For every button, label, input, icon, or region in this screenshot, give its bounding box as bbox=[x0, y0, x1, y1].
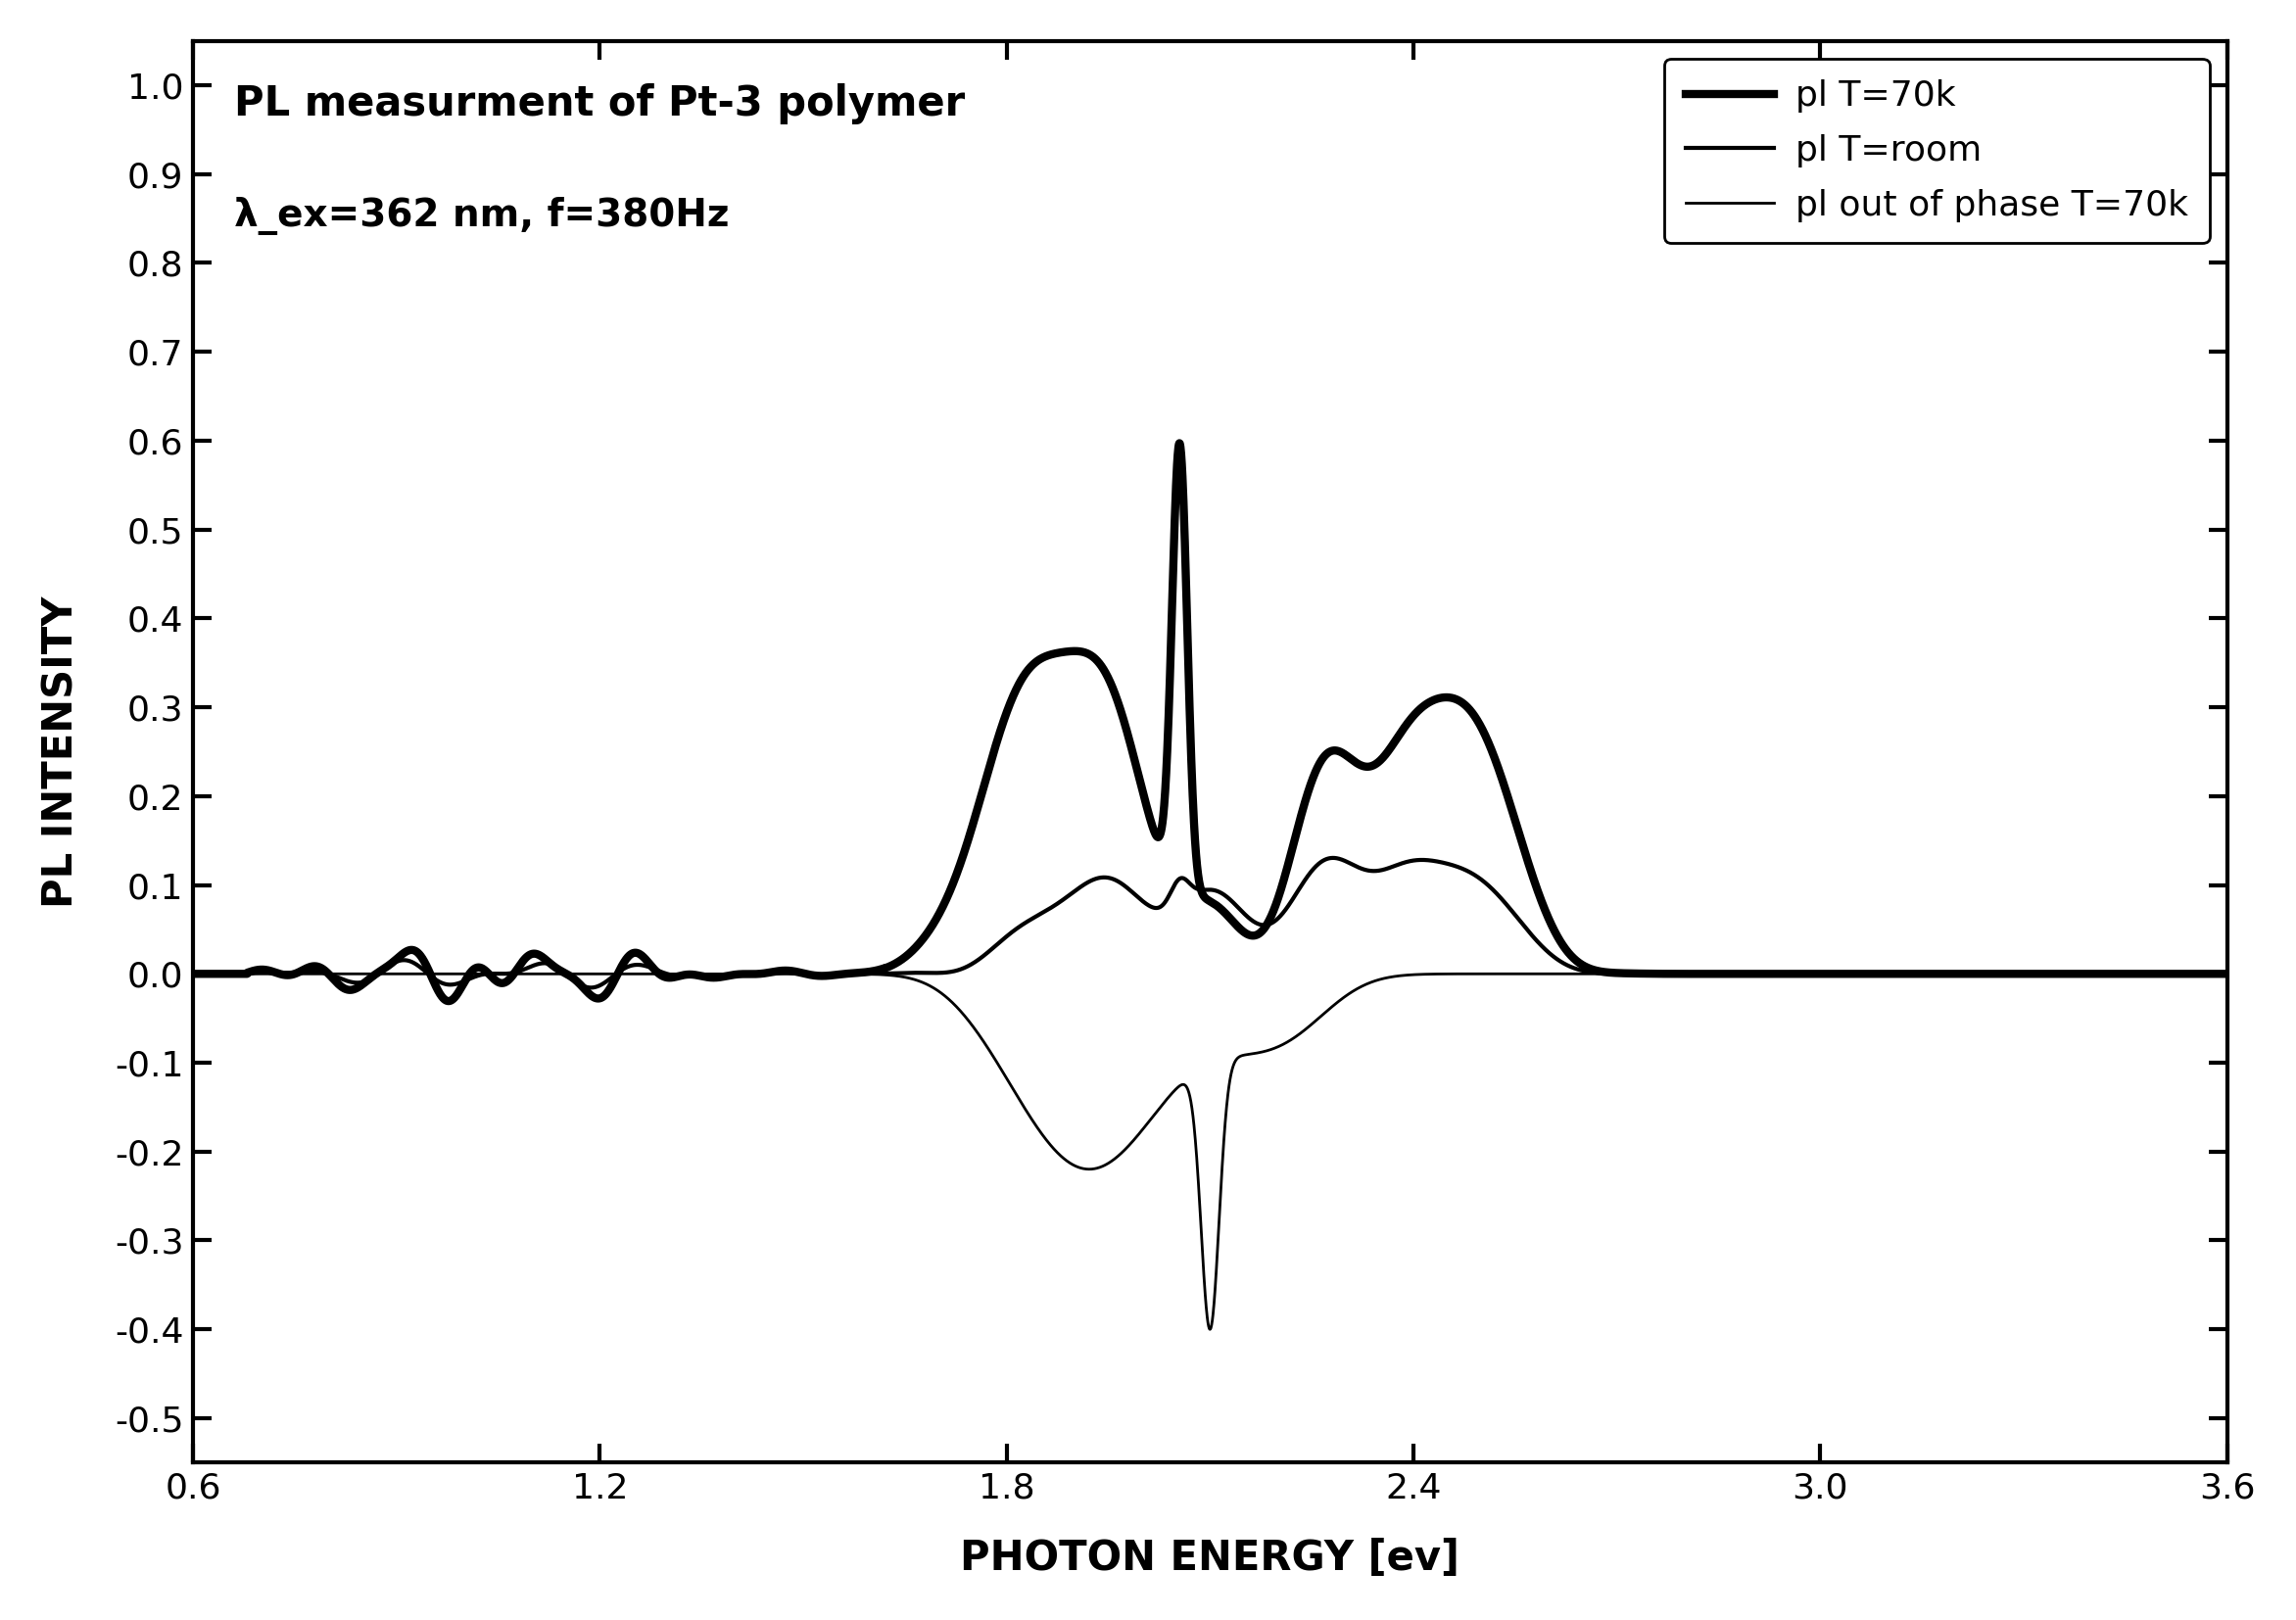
Y-axis label: PL INTENSITY: PL INTENSITY bbox=[41, 596, 83, 907]
Text: λ_ex=362 nm, f=380Hz: λ_ex=362 nm, f=380Hz bbox=[234, 198, 730, 235]
Legend: pl T=70k, pl T=room, pl out of phase T=70k: pl T=70k, pl T=room, pl out of phase T=7… bbox=[1665, 58, 2209, 243]
Text: PL measurment of Pt-3 polymer: PL measurment of Pt-3 polymer bbox=[234, 84, 964, 125]
X-axis label: PHOTON ENERGY [ev]: PHOTON ENERGY [ev] bbox=[960, 1537, 1460, 1580]
